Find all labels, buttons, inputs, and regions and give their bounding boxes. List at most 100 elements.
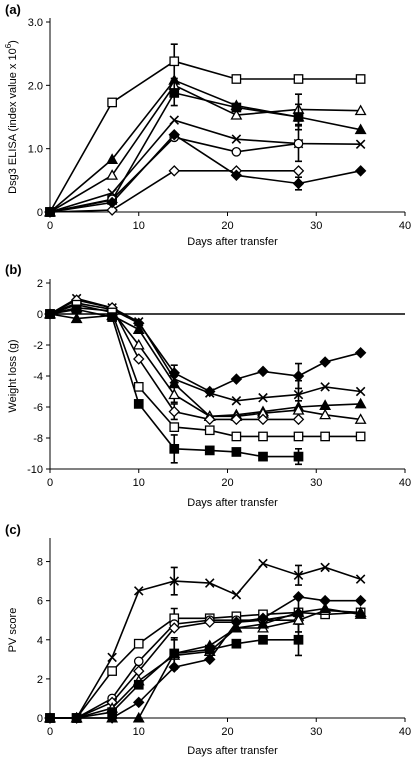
x-axis-label: Days after transfer xyxy=(187,236,278,248)
data-point xyxy=(133,381,144,392)
data-point xyxy=(133,638,144,649)
data-point xyxy=(354,165,367,177)
x-axis-label: Days after transfer xyxy=(187,497,278,509)
data-point xyxy=(231,447,242,457)
data-point xyxy=(168,377,181,389)
data-point xyxy=(231,590,242,600)
data-point xyxy=(293,431,304,442)
data-point xyxy=(107,652,117,663)
y-tick-label: 3.0 xyxy=(28,17,43,29)
data-point xyxy=(133,656,144,667)
data-point xyxy=(292,165,305,177)
data-point xyxy=(231,396,242,406)
y-tick-label: -6 xyxy=(33,402,43,414)
data-point xyxy=(169,648,180,659)
data-point xyxy=(107,312,117,322)
data-point xyxy=(168,388,181,400)
axes xyxy=(46,279,406,473)
data-point xyxy=(319,356,331,368)
data-point xyxy=(231,102,242,113)
series-open-square xyxy=(45,299,366,442)
data-point xyxy=(293,570,304,581)
series-line xyxy=(49,133,361,213)
y-tick-label: 8 xyxy=(37,557,43,569)
y-tick-label: 1.0 xyxy=(28,144,43,156)
data-point xyxy=(258,451,268,462)
series-filled-square xyxy=(45,304,304,466)
data-point xyxy=(320,431,330,442)
series-filled-diamond xyxy=(44,128,367,218)
series-line xyxy=(49,79,361,213)
x-tick-label: 40 xyxy=(399,220,411,232)
data-point xyxy=(169,422,180,433)
data-point xyxy=(204,616,216,628)
data-point xyxy=(354,347,367,359)
y-tick-label: 4 xyxy=(37,635,43,647)
data-point xyxy=(230,616,243,628)
series-cross xyxy=(45,293,366,410)
series-filled-diamond xyxy=(44,591,367,724)
data-point xyxy=(293,112,304,122)
y-axis-label-end: ) xyxy=(7,40,19,44)
data-point xyxy=(231,638,242,649)
data-point xyxy=(355,139,366,149)
x-axis-label: Days after transfer xyxy=(187,745,278,757)
data-point xyxy=(354,608,367,619)
series-line xyxy=(49,84,361,213)
data-point xyxy=(354,594,367,607)
data-point xyxy=(355,74,366,84)
data-point xyxy=(133,696,145,709)
data-point xyxy=(257,612,269,625)
y-axis-label: PV score xyxy=(7,608,19,653)
data-point xyxy=(293,74,304,84)
data-point xyxy=(230,373,243,385)
data-point xyxy=(231,146,242,157)
data-point xyxy=(169,56,180,67)
data-point xyxy=(354,413,367,424)
data-point xyxy=(258,558,268,569)
y-tick-label: 0 xyxy=(37,309,43,321)
data-point xyxy=(257,365,269,378)
data-point xyxy=(107,666,117,676)
data-point xyxy=(169,443,180,454)
data-point xyxy=(293,634,304,645)
data-point xyxy=(168,128,180,141)
y-tick-label: -2 xyxy=(33,340,43,352)
data-point xyxy=(292,591,305,603)
data-point xyxy=(258,431,268,442)
data-point xyxy=(258,634,268,645)
y-axis-label-text: Dsg3 ELISA (index value x 10 xyxy=(7,48,19,194)
axes xyxy=(46,18,406,216)
series-line xyxy=(50,611,361,719)
data-point xyxy=(204,653,216,666)
data-point xyxy=(204,425,215,436)
series-line xyxy=(49,303,361,438)
data-point xyxy=(169,576,180,586)
data-point xyxy=(258,392,268,403)
data-point xyxy=(292,177,305,190)
data-point xyxy=(132,711,145,723)
axes xyxy=(46,538,406,722)
series-filled-square xyxy=(45,623,304,723)
data-point xyxy=(169,88,180,98)
y-axis-label: Weight loss (g) xyxy=(7,339,19,412)
data-point xyxy=(106,204,118,216)
data-point xyxy=(204,413,216,426)
data-point xyxy=(107,707,117,717)
panel-label: (a) xyxy=(5,2,21,17)
x-tick-label: 20 xyxy=(221,726,233,738)
data-point xyxy=(45,713,55,723)
data-point xyxy=(355,431,366,442)
data-point xyxy=(204,445,215,456)
x-tick-label: 10 xyxy=(133,726,145,738)
x-tick-label: 40 xyxy=(399,477,411,489)
data-point xyxy=(230,108,243,120)
x-tick-label: 0 xyxy=(47,726,53,738)
series-open-square xyxy=(45,43,366,217)
x-tick-label: 0 xyxy=(47,220,53,232)
series-cross xyxy=(45,558,366,723)
chart-panel: (c) 0 10 20 30 40 0 2 4 6 8 Days after transfer PV s… xyxy=(5,522,411,757)
y-axis-label: Dsg3 ELISA (index value x 106) xyxy=(4,40,19,194)
data-point xyxy=(204,388,215,398)
x-tick-label: 30 xyxy=(310,726,322,738)
